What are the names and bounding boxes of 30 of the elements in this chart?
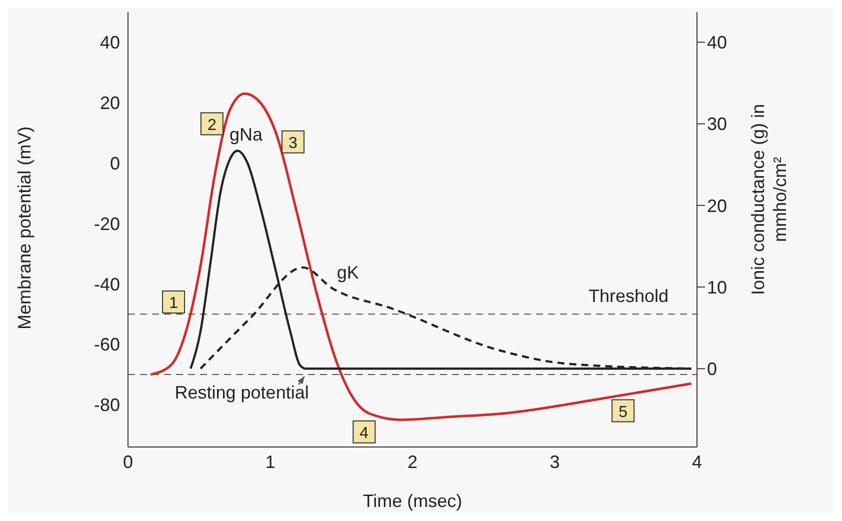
annotation: 5 bbox=[618, 404, 628, 421]
ref-line-label: Resting potential bbox=[174, 382, 309, 402]
y-tick-label: 40 bbox=[100, 32, 120, 53]
annotation: 2 bbox=[207, 116, 216, 134]
x-tick-label: 3 bbox=[550, 452, 560, 472]
y2-tick-label: 30 bbox=[707, 114, 728, 134]
y2-tick-label: 40 bbox=[707, 32, 728, 53]
y-tick-label: 20 bbox=[100, 93, 120, 114]
y-tick-label: 0 bbox=[110, 153, 120, 174]
y2-tick-label: 10 bbox=[707, 277, 728, 298]
x-tick-label: 0 bbox=[122, 452, 134, 472]
annotation: 3 bbox=[288, 134, 298, 152]
x-tick-label: 1 bbox=[265, 452, 276, 472]
x-tick-label: 4 bbox=[692, 452, 702, 472]
y-axis-title: Membrane potential (mV) bbox=[14, 126, 34, 330]
y2-tick-label: 20 bbox=[707, 196, 728, 216]
series-label: gNa bbox=[230, 124, 264, 145]
series-label: gK bbox=[336, 262, 359, 283]
y-tick-label: -20 bbox=[94, 214, 120, 234]
y-tick-label: -40 bbox=[94, 274, 120, 294]
y-tick-label: -60 bbox=[94, 334, 120, 355]
ref-line-label: Threshold bbox=[588, 286, 669, 306]
annotation: 1 bbox=[169, 295, 178, 312]
x-tick-label: 2 bbox=[407, 452, 418, 472]
y2-axis-title: Ionic conductance (g) in mmho/cm² bbox=[748, 104, 790, 296]
line-series bbox=[150, 92, 693, 422]
annotation: 4 bbox=[360, 424, 369, 442]
x-axis-title: Time (msec) bbox=[362, 491, 462, 511]
y2-tick-label: 0 bbox=[707, 359, 718, 380]
y-tick-label: -80 bbox=[94, 395, 120, 416]
